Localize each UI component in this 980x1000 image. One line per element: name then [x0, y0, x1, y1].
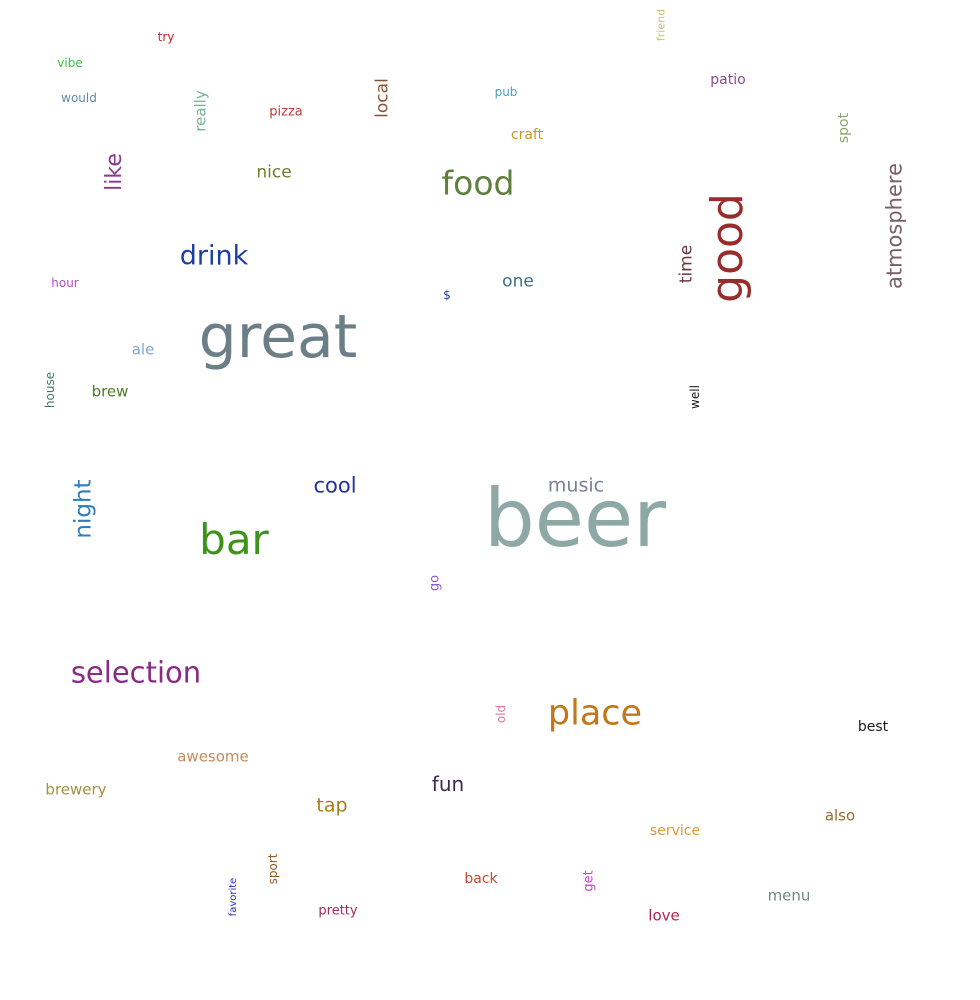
word-food: food	[441, 163, 515, 203]
word-one: one	[502, 271, 534, 292]
word-fun: fun	[431, 772, 465, 796]
word-go: go	[427, 574, 443, 592]
word-back: back	[464, 871, 498, 887]
word-brew: brew	[91, 382, 129, 401]
word-service: service	[649, 823, 701, 839]
word-awesome: awesome	[177, 747, 249, 766]
word-selection: selection	[70, 655, 202, 690]
word-nice: nice	[256, 162, 292, 183]
word-good: good	[702, 193, 753, 303]
word-vibe: vibe	[57, 56, 83, 70]
word-friend: friend	[654, 8, 668, 42]
word-craft: craft	[510, 127, 544, 143]
word-patio: patio	[710, 72, 746, 88]
word-night: night	[70, 479, 97, 539]
word-also: also	[824, 806, 856, 825]
word-sport: sport	[266, 853, 280, 885]
word-really: really	[191, 90, 210, 132]
word-favorite: favorite	[228, 877, 239, 917]
word-tap: tap	[316, 794, 348, 817]
word-love: love	[648, 906, 680, 925]
word-hour: hour	[51, 276, 79, 290]
word-menu: menu	[767, 886, 811, 905]
word-try: try	[157, 30, 175, 44]
word-dollar-sign: $	[443, 288, 451, 302]
word-pretty: pretty	[318, 903, 358, 919]
word-pub: pub	[494, 85, 518, 99]
word-well: well	[688, 385, 702, 409]
word-time: time	[676, 244, 697, 284]
word-ale: ale	[131, 340, 155, 359]
word-music: music	[547, 474, 605, 497]
word-like: like	[102, 153, 127, 191]
word-best: best	[857, 719, 889, 735]
word-brewery: brewery	[45, 780, 107, 799]
word-atmosphere: atmosphere	[882, 163, 907, 289]
word-old: old	[494, 704, 508, 724]
word-get: get	[581, 870, 597, 892]
word-drink: drink	[179, 240, 249, 272]
word-great: great	[198, 302, 358, 372]
word-would: would	[61, 91, 97, 105]
word-house: house	[43, 371, 57, 409]
word-pizza: pizza	[269, 104, 303, 120]
word-beer: beer	[483, 472, 667, 565]
word-cool: cool	[313, 473, 357, 498]
word-place: place	[547, 693, 643, 734]
word-bar: bar	[199, 515, 269, 564]
word-local: local	[372, 78, 393, 118]
word-spot: spot	[836, 112, 852, 144]
